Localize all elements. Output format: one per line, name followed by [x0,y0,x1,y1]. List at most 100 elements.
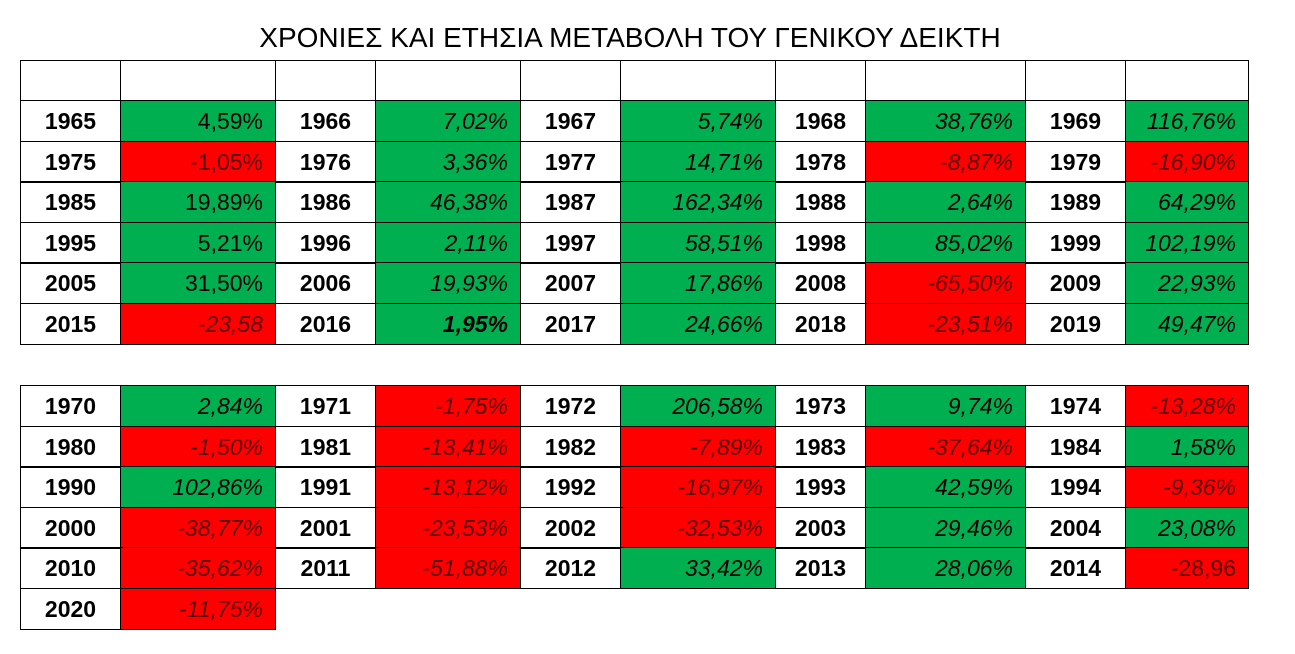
year-cell: 1995 [20,222,121,264]
value-cell: 24,66% [620,303,776,345]
year-cell: 1992 [520,466,621,508]
value-cell: 2,64% [865,181,1026,223]
value-cell: -35,62% [120,547,276,589]
value-cell: -8,87% [865,141,1026,183]
empty-cell [865,60,1026,101]
value-cell: -1,50% [120,426,276,468]
year-cell: 2013 [775,547,866,589]
value-cell: 19,93% [375,262,521,304]
year-cell: 2001 [275,507,376,549]
title: ΧΡΟΝΙΕΣ ΚΑΙ ΕΤΗΣΙΑ ΜΕΤΑΒΟΛΗ ΤΟΥ ΓΕΝΙΚΟΥ … [259,22,1001,53]
year-cell: 2008 [775,262,866,304]
value-cell: -1,05% [120,141,276,183]
empty-cell [120,60,276,101]
value-cell: 7,02% [375,100,521,142]
year-cell: 2007 [520,262,621,304]
value-cell: 33,42% [620,547,776,589]
value-cell: -28,96 [1125,547,1249,589]
year-cell: 1980 [20,426,121,468]
year-cell: 1965 [20,100,121,142]
year-cell: 2019 [1025,303,1126,345]
value-cell: -37,64% [865,426,1026,468]
year-cell: 1974 [1025,385,1126,427]
year-cell: 1979 [1025,141,1126,183]
empty-cell [275,60,376,101]
year-cell: 1997 [520,222,621,264]
value-cell: 4,59% [120,100,276,142]
year-cell: 1987 [520,181,621,223]
value-cell: -1,75% [375,385,521,427]
year-cell: 1985 [20,181,121,223]
year-cell: 1989 [1025,181,1126,223]
year-cell: 1988 [775,181,866,223]
year-cell: 1967 [520,100,621,142]
year-cell: 1977 [520,141,621,183]
year-cell: 1986 [275,181,376,223]
year-cell: 1982 [520,426,621,468]
year-cell: 1975 [20,141,121,183]
value-cell: -9,36% [1125,466,1249,508]
value-cell: 38,76% [865,100,1026,142]
value-cell: 2,11% [375,222,521,264]
value-cell: 22,93% [1125,262,1249,304]
year-cell: 1972 [520,385,621,427]
value-cell: 31,50% [120,262,276,304]
value-cell: -13,28% [1125,385,1249,427]
year-cell: 2020 [20,588,121,630]
value-cell: 29,46% [865,507,1026,549]
value-cell: -32,53% [620,507,776,549]
value-cell: 102,19% [1125,222,1249,264]
value-cell: 46,38% [375,181,521,223]
value-cell: -23,51% [865,303,1026,345]
value-cell: -23,53% [375,507,521,549]
empty-cell [620,60,776,101]
value-cell: 85,02% [865,222,1026,264]
value-cell: 42,59% [865,466,1026,508]
year-cell: 2002 [520,507,621,549]
value-cell: 49,47% [1125,303,1249,345]
value-cell: 14,71% [620,141,776,183]
year-cell: 2015 [20,303,121,345]
value-cell: 64,29% [1125,181,1249,223]
year-cell: 1994 [1025,466,1126,508]
year-cell: 1969 [1025,100,1126,142]
year-cell: 2000 [20,507,121,549]
value-cell: 116,76% [1125,100,1249,142]
year-cell: 1968 [775,100,866,142]
year-cell: 2006 [275,262,376,304]
empty-cell [1025,60,1126,101]
value-cell: -11,75% [120,588,276,630]
value-cell: 2,84% [120,385,276,427]
year-cell: 1983 [775,426,866,468]
value-cell: 1,58% [1125,426,1249,468]
empty-cell [1125,60,1249,101]
value-cell: 23,08% [1125,507,1249,549]
year-cell: 2017 [520,303,621,345]
value-cell: 206,58% [620,385,776,427]
year-cell: 1999 [1025,222,1126,264]
year-cell: 1998 [775,222,866,264]
value-cell: -65,50% [865,262,1026,304]
year-cell: 1971 [275,385,376,427]
value-cell: -38,77% [120,507,276,549]
year-cell: 2005 [20,262,121,304]
year-cell: 2003 [775,507,866,549]
year-cell: 1991 [275,466,376,508]
year-cell: 1996 [275,222,376,264]
value-cell: 19,89% [120,181,276,223]
year-cell: 1966 [275,100,376,142]
year-cell: 1976 [275,141,376,183]
value-cell: 102,86% [120,466,276,508]
empty-cell [375,60,521,101]
year-cell: 2004 [1025,507,1126,549]
year-cell: 1978 [775,141,866,183]
year-cell: 1973 [775,385,866,427]
year-cell: 1993 [775,466,866,508]
value-cell: 5,74% [620,100,776,142]
value-cell: -13,41% [375,426,521,468]
value-cell: -51,88% [375,547,521,589]
year-cell: 1981 [275,426,376,468]
value-cell: 28,06% [865,547,1026,589]
value-cell: 9,74% [865,385,1026,427]
